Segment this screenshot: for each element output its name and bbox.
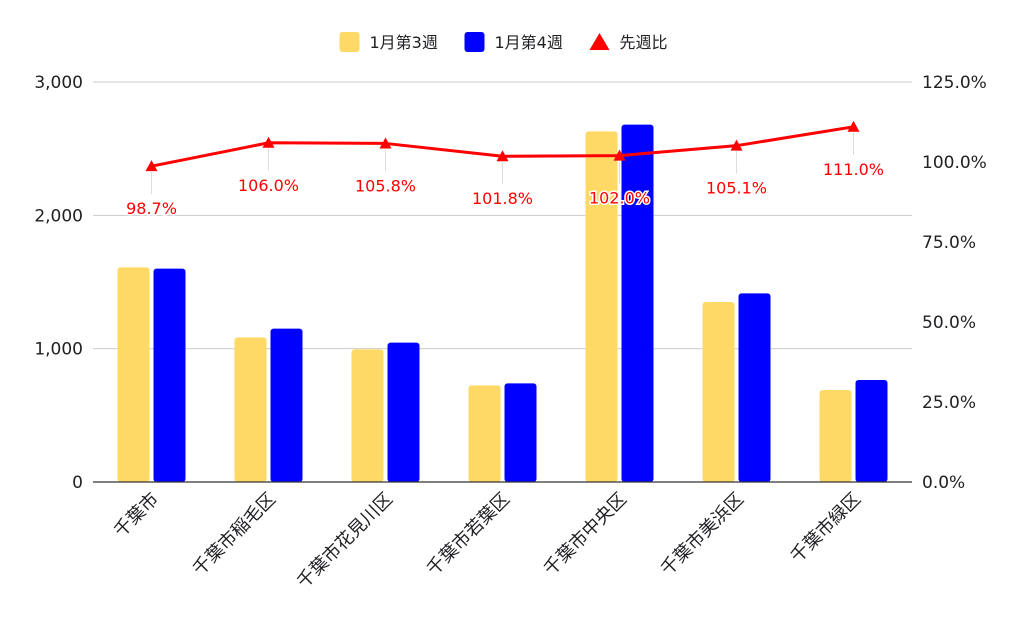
bar — [387, 342, 420, 482]
line-marker — [847, 120, 860, 132]
legend-label: 先週比 — [620, 33, 668, 52]
legend-swatch — [589, 33, 610, 50]
left-tick-label: 3,000 — [34, 73, 83, 93]
line-marker — [496, 150, 509, 162]
x-tick-label: 千葉市緑区 — [787, 489, 865, 567]
line-marker — [730, 139, 743, 151]
bar — [117, 267, 150, 482]
line-data-label: 98.7% — [126, 199, 177, 218]
right-tick-label: 125.0% — [922, 73, 987, 93]
right-tick-label: 50.0% — [922, 313, 976, 333]
line-marker — [145, 160, 158, 172]
grid-lines — [93, 81, 912, 350]
left-axis-ticks: 0 1,000 2,000 3,000 — [34, 73, 83, 493]
bar — [621, 124, 654, 483]
left-tick-label: 2,000 — [34, 206, 83, 226]
right-tick-label: 0.0% — [922, 473, 965, 493]
legend-swatch — [464, 32, 485, 52]
line-data-label: 111.0% — [823, 160, 884, 179]
legend-label: 1月第3週 — [370, 33, 438, 52]
left-tick-label: 1,000 — [34, 340, 83, 360]
bar — [351, 349, 384, 482]
x-tick-label: 千葉市花見川区 — [293, 489, 397, 593]
line-marker — [613, 149, 626, 161]
right-tick-label: 25.0% — [922, 393, 976, 413]
line-data-label: 106.0% — [238, 176, 299, 195]
left-tick-label: 0 — [72, 473, 83, 493]
right-tick-label: 100.0% — [922, 153, 987, 173]
bar — [270, 328, 303, 482]
line-marker — [262, 136, 275, 148]
line-data-label: 105.8% — [355, 176, 416, 195]
line-data-label: 102.0% — [589, 189, 650, 208]
bar — [702, 302, 735, 482]
x-tick-label: 千葉市美浜区 — [657, 489, 748, 580]
bar — [738, 293, 771, 482]
bar — [585, 131, 618, 483]
x-tick-label: 千葉市若葉区 — [423, 489, 514, 580]
x-tick-label: 千葉市 — [110, 489, 163, 542]
x-tick-label: 千葉市中央区 — [540, 489, 631, 580]
legend: 1月第3週 1月第4週 先週比 — [339, 32, 668, 52]
right-axis-ticks: 0.0% 25.0% 50.0% 75.0% 100.0% 125.0% — [922, 73, 987, 493]
line-data-label: 105.1% — [706, 179, 767, 198]
bar — [153, 268, 186, 482]
legend-label: 1月第4週 — [495, 33, 563, 52]
right-tick-label: 75.0% — [922, 233, 976, 253]
bar — [468, 385, 501, 482]
bar — [819, 390, 852, 482]
x-axis-labels: 千葉市 千葉市稲毛区 千葉市花見川区 千葉市若葉区 千葉市中央区 千葉市美浜区 千葉市緑区 — [110, 489, 865, 593]
bar — [234, 337, 267, 482]
bars — [117, 124, 888, 483]
legend-swatch — [339, 32, 360, 52]
x-tick-label: 千葉市稲毛区 — [189, 489, 280, 580]
bar — [855, 380, 888, 482]
line-series: 98.7% 106.0% 105.8% 101.8% 102.0% 105.1% 111.0… — [125, 120, 886, 220]
line-marker — [379, 137, 392, 149]
bar — [504, 383, 537, 482]
line-data-label: 101.8% — [472, 189, 533, 208]
